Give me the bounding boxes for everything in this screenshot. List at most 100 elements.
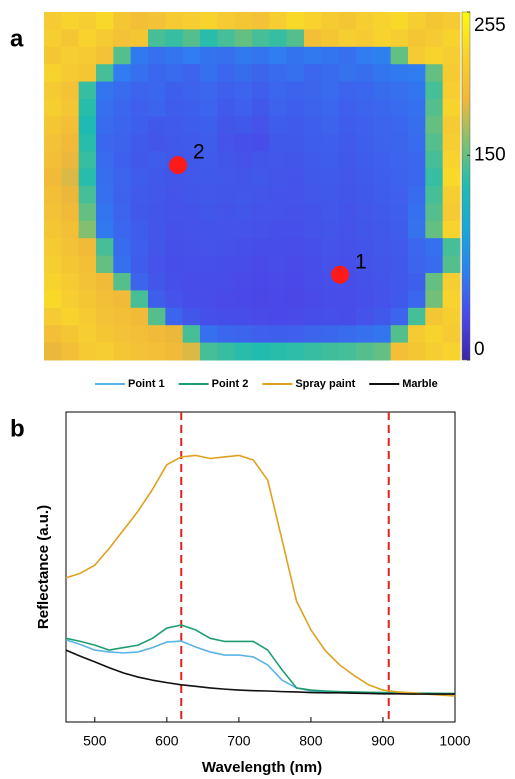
heatmap-cell — [217, 47, 235, 65]
heatmap-cell — [61, 203, 79, 221]
heatmap-cell — [304, 256, 322, 274]
heatmap-cell — [44, 273, 62, 291]
heatmap-cell — [200, 47, 218, 65]
heatmap-cell — [148, 308, 166, 326]
heatmap-cell — [217, 325, 235, 343]
heatmap-cell — [408, 290, 426, 308]
heatmap-cell — [269, 29, 287, 47]
heatmap-cell — [425, 308, 443, 326]
heatmap-cell — [356, 203, 374, 221]
heatmap-cell — [217, 203, 235, 221]
heatmap-cell — [373, 134, 391, 152]
heatmap-cell — [235, 12, 253, 30]
legend-label: Marble — [402, 378, 437, 390]
heatmap-cell — [287, 64, 305, 82]
heatmap-cell — [96, 308, 114, 326]
heatmap-cell — [269, 99, 287, 117]
heatmap-cell — [165, 256, 183, 274]
heatmap-cell — [183, 343, 201, 361]
x-tick-label: 800 — [299, 733, 323, 749]
heatmap-cell — [96, 99, 114, 117]
heatmap-cell — [269, 343, 287, 361]
heatmap-cell — [235, 134, 253, 152]
series-line — [66, 650, 455, 694]
heatmap-cell — [113, 273, 131, 291]
heatmap-cell — [200, 12, 218, 30]
heatmap-cell — [165, 82, 183, 100]
heatmap-cell — [321, 29, 339, 47]
heatmap-cell — [79, 47, 97, 65]
heatmap-cell — [131, 203, 149, 221]
heatmap-cell — [356, 134, 374, 152]
heatmap-cell — [408, 169, 426, 187]
heatmap-cell — [44, 99, 62, 117]
heatmap-cell — [356, 325, 374, 343]
heatmap-cell — [304, 116, 322, 134]
plot-frame — [66, 412, 455, 722]
heatmap-cell — [304, 29, 322, 47]
heatmap-cell — [252, 169, 270, 187]
heatmap-cell — [321, 47, 339, 65]
heatmap-cell — [61, 151, 79, 169]
heatmap-cell — [252, 134, 270, 152]
heatmap-cell — [79, 186, 97, 204]
heatmap-cell — [373, 29, 391, 47]
x-axis-label: Wavelength (nm) — [202, 759, 322, 776]
heatmap-cell — [61, 64, 79, 82]
heatmap-cell — [183, 186, 201, 204]
heatmap-cell — [79, 290, 97, 308]
heatmap-cell — [113, 169, 131, 187]
heatmap-cell — [356, 273, 374, 291]
heatmap-cell — [61, 99, 79, 117]
heatmap-cell — [321, 99, 339, 117]
heatmap-cell — [373, 273, 391, 291]
heatmap-cell — [287, 47, 305, 65]
heatmap-cell — [408, 82, 426, 100]
heatmap-cell — [373, 116, 391, 134]
heatmap-cell — [44, 290, 62, 308]
heatmap-cell — [287, 116, 305, 134]
heatmap-cell — [165, 116, 183, 134]
heatmap-cell — [408, 47, 426, 65]
heatmap-cell — [235, 308, 253, 326]
heatmap-cell — [339, 343, 357, 361]
heatmap-cell — [304, 47, 322, 65]
heatmap-cell — [373, 186, 391, 204]
heatmap-cell — [321, 82, 339, 100]
heatmap-cell — [373, 169, 391, 187]
heatmap-cell — [183, 238, 201, 256]
heatmap-cell — [148, 186, 166, 204]
heatmap-cell — [304, 238, 322, 256]
heatmap-cell — [148, 273, 166, 291]
heatmap-cell — [373, 325, 391, 343]
heatmap-cell — [200, 221, 218, 239]
heatmap-cell — [373, 238, 391, 256]
heatmap-cell — [269, 151, 287, 169]
heatmap-cell — [148, 203, 166, 221]
heatmap-cell — [339, 116, 357, 134]
heatmap-cell — [96, 343, 114, 361]
heatmap-cell — [373, 290, 391, 308]
heatmap-cell — [425, 325, 443, 343]
heatmap-cell — [321, 238, 339, 256]
heatmap-cell — [200, 29, 218, 47]
heatmap-cell — [373, 343, 391, 361]
heatmap-cell — [304, 290, 322, 308]
panel-label: b — [10, 415, 25, 442]
heatmap-cell — [235, 99, 253, 117]
heatmap-cell — [339, 238, 357, 256]
heatmap-cell — [252, 47, 270, 65]
heatmap-cell — [391, 238, 409, 256]
heatmap-cell — [391, 169, 409, 187]
heatmap-cell — [131, 290, 149, 308]
heatmap-cell — [113, 203, 131, 221]
heatmap-cell — [131, 64, 149, 82]
y-axis-label: Reflectance (a.u.) — [35, 505, 52, 629]
heatmap-cell — [304, 325, 322, 343]
heatmap-cell — [287, 99, 305, 117]
heatmap-cell — [79, 203, 97, 221]
heatmap-cell — [391, 308, 409, 326]
heatmap-cell — [391, 47, 409, 65]
heatmap-cell — [287, 186, 305, 204]
heatmap-cell — [44, 308, 62, 326]
